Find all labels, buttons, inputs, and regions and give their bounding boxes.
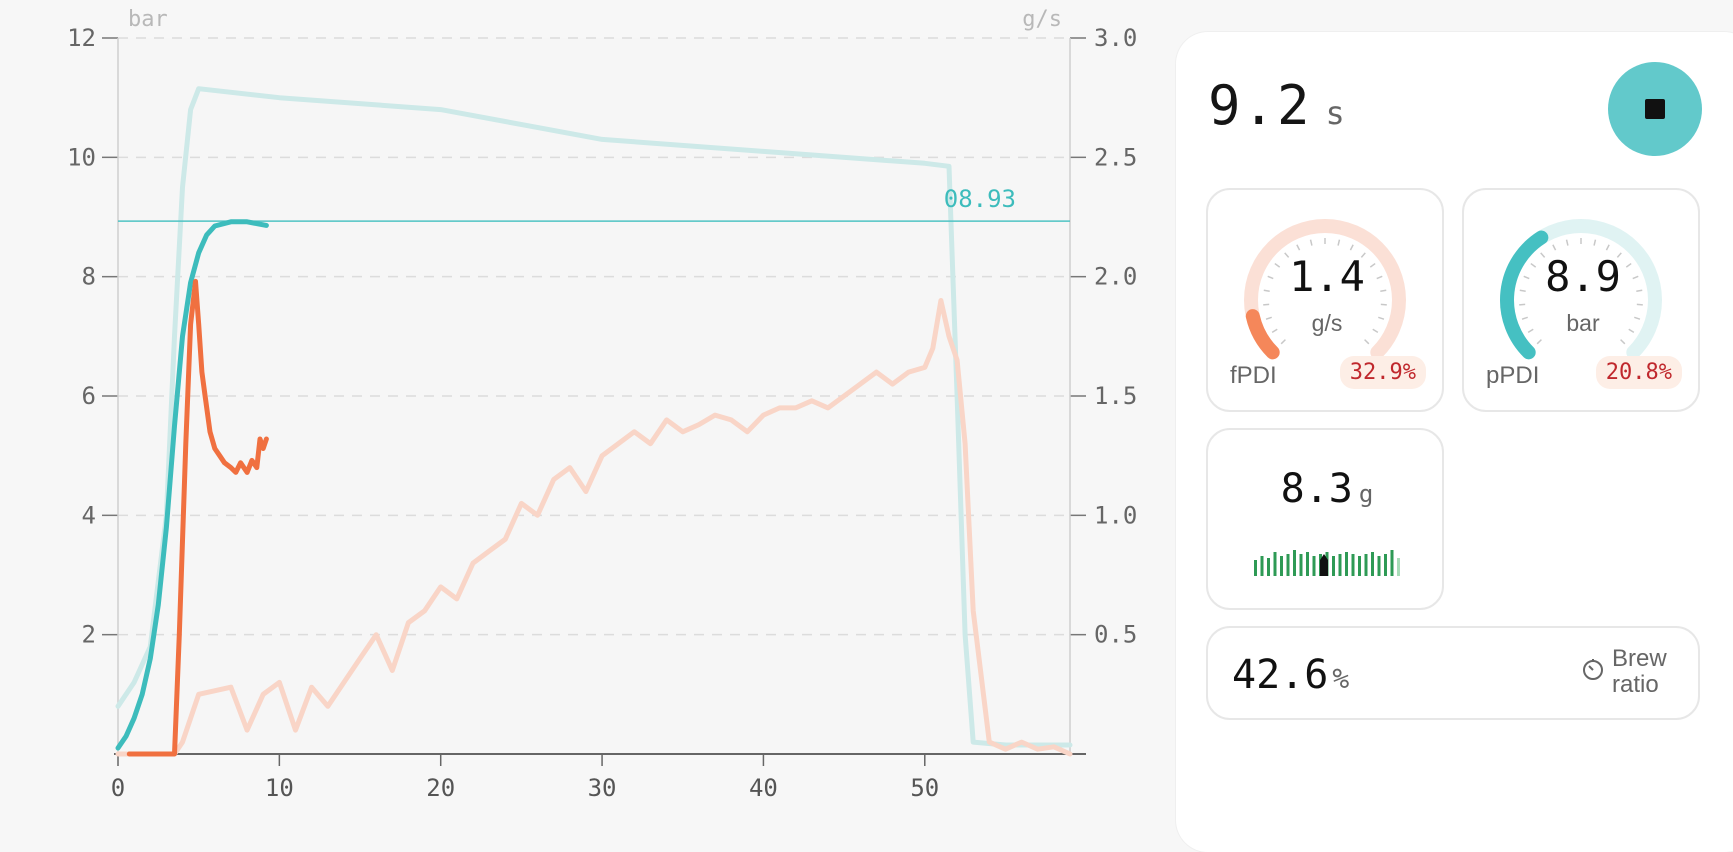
scale-bar xyxy=(1261,556,1264,576)
gauge-tick xyxy=(1297,245,1300,250)
right-tick-label: 2.0 xyxy=(1094,263,1137,291)
right-axis-unit: g/s xyxy=(1022,7,1062,32)
gauge-tick xyxy=(1365,340,1369,344)
left-tick-label: 8 xyxy=(82,263,96,291)
gauge-tick xyxy=(1311,240,1312,246)
left-tick-label: 10 xyxy=(67,143,96,171)
timer-unit: s xyxy=(1326,94,1345,132)
fpdi-badge: 32.9% xyxy=(1340,356,1426,389)
shot-timer: 9.2 s xyxy=(1208,74,1345,137)
stop-button[interactable] xyxy=(1608,62,1702,156)
right-tick-label: 0.5 xyxy=(1094,621,1137,649)
ppdi-badge: 20.8% xyxy=(1596,356,1682,389)
gauge-tick xyxy=(1281,340,1285,344)
left-tick-label: 4 xyxy=(82,501,96,529)
timer-value: 9.2 xyxy=(1208,74,1312,137)
scale-bar xyxy=(1352,554,1355,576)
brew-ratio-value: 42.6 xyxy=(1232,652,1328,698)
brew-ratio-card: 42.6% Brew ratio xyxy=(1206,626,1700,720)
gauge-tick xyxy=(1567,240,1568,246)
scale-bar xyxy=(1339,554,1342,576)
scale-bar xyxy=(1274,552,1277,576)
gauge-tick xyxy=(1621,340,1625,344)
left-tick-label: 6 xyxy=(82,382,96,410)
x-tick-label: 0 xyxy=(111,774,125,800)
gauge-tick xyxy=(1350,245,1353,250)
x-tick-label: 10 xyxy=(265,774,294,800)
weight-scale-icon xyxy=(1252,548,1402,578)
scale-bar xyxy=(1293,550,1296,576)
x-tick-label: 20 xyxy=(426,774,455,800)
right-tick-label: 1.0 xyxy=(1094,501,1137,529)
x-tick-label: 40 xyxy=(749,774,778,800)
scale-bar xyxy=(1358,556,1361,576)
stop-icon xyxy=(1645,99,1665,119)
fpdi-label: fPDI xyxy=(1230,362,1277,390)
brew-ratio-readout: 42.6% xyxy=(1232,652,1349,698)
brew-ratio-unit: % xyxy=(1332,662,1349,695)
shot-chart: 2 4 6 8 10 12 0.5 1.0 1.5 2.0 2.5 3.0 0 10 20 30 40 50 bar… xyxy=(0,0,1160,800)
brew-ratio-label: Brew ratio xyxy=(1612,646,1692,698)
pressure-unit: bar xyxy=(1464,310,1702,337)
scale-bar xyxy=(1332,556,1335,576)
left-axis-unit: bar xyxy=(128,7,168,32)
right-tick-label: 3.0 xyxy=(1094,24,1137,52)
flow-value: 1.4 xyxy=(1208,252,1446,301)
gauge-tick xyxy=(1537,340,1541,344)
scale-bar xyxy=(1254,560,1257,576)
ppdi-label: pPDI xyxy=(1486,362,1539,390)
scale-bar xyxy=(1267,558,1270,576)
pressure-value: 8.9 xyxy=(1464,252,1702,301)
scale-bar xyxy=(1280,556,1283,576)
scale-bar xyxy=(1378,556,1381,576)
scale-bar xyxy=(1287,554,1290,576)
gauge-tick xyxy=(1606,245,1609,250)
scale-bar xyxy=(1306,552,1309,576)
right-tick-label: 2.5 xyxy=(1094,143,1137,171)
right-tick-label: 1.5 xyxy=(1094,382,1137,410)
target-line-label: 08.93 xyxy=(944,185,1016,213)
scale-bar xyxy=(1300,554,1303,576)
shot-panel: 9.2 s 1.4 g/s fPDI 32.9% 8.9 bar pPDI 20… xyxy=(1176,32,1733,852)
gauge-tick xyxy=(1553,245,1556,250)
pressure-gauge-card: 8.9 bar pPDI 20.8% xyxy=(1462,188,1700,412)
weight-unit: g xyxy=(1359,480,1373,508)
scale-bar xyxy=(1384,554,1387,576)
gauge-tick xyxy=(1594,240,1595,246)
flow-gauge-card: 1.4 g/s fPDI 32.9% xyxy=(1206,188,1444,412)
scale-bar xyxy=(1391,550,1394,576)
weight-value: 8.3 xyxy=(1281,466,1353,512)
scale-bar xyxy=(1313,556,1316,576)
flow-unit: g/s xyxy=(1208,310,1446,337)
scale-bar xyxy=(1397,558,1400,576)
x-tick-label: 50 xyxy=(910,774,939,800)
left-tick-label: 2 xyxy=(82,621,96,649)
gauge-tick xyxy=(1338,240,1339,246)
scale-bar xyxy=(1371,552,1374,576)
scale-bar xyxy=(1345,552,1348,576)
scale-bar xyxy=(1365,554,1368,576)
x-tick-label: 30 xyxy=(588,774,617,800)
left-tick-label: 12 xyxy=(67,24,96,52)
timer-icon xyxy=(1580,656,1606,682)
